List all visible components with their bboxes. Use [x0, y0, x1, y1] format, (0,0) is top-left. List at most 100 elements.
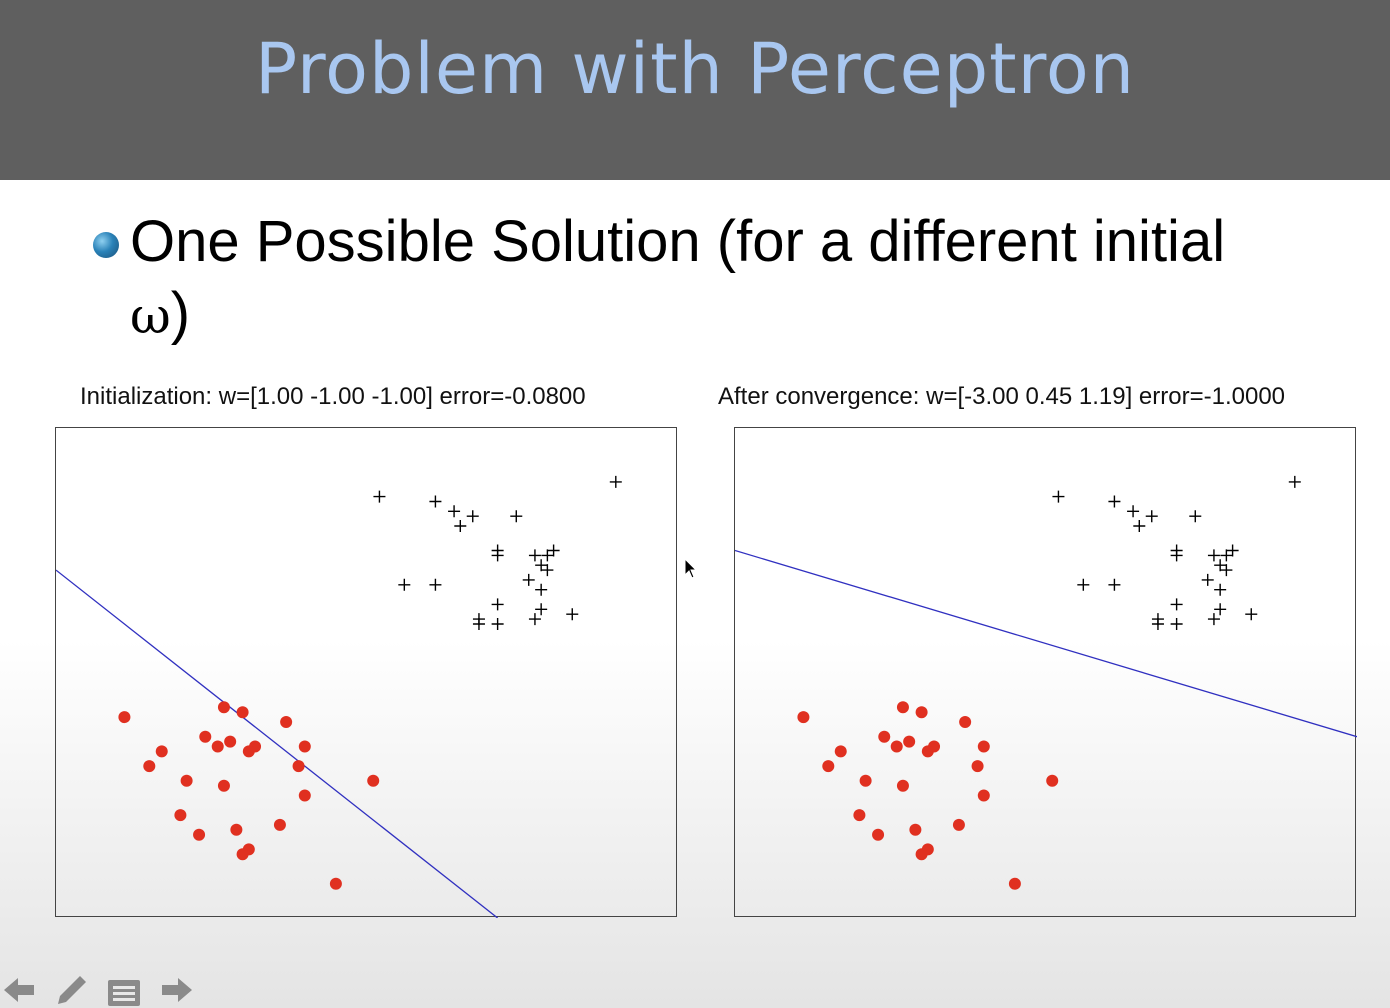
plus-point: [1214, 583, 1227, 596]
plus-point: [491, 549, 504, 562]
red-dot-point: [859, 774, 872, 787]
red-dot-point: [977, 740, 990, 753]
red-dot-point: [834, 745, 847, 758]
plus-point: [1288, 475, 1301, 488]
red-dot-point: [298, 740, 311, 753]
plus-point: [1214, 559, 1227, 572]
bullet-close-paren: ): [170, 281, 191, 346]
arrow-left-icon[interactable]: [0, 970, 40, 1008]
red-dot-point: [298, 789, 311, 802]
red-dot-point: [952, 818, 965, 831]
plus-point: [448, 505, 461, 518]
omega-symbol: ω: [130, 287, 171, 345]
red-dot-point: [236, 848, 249, 861]
plus-point: [1170, 598, 1183, 611]
plus-point: [535, 559, 548, 572]
plus-point: [491, 618, 504, 630]
bullet-line-1: One Possible Solution (for a different i…: [130, 209, 1226, 274]
red-dot-point: [822, 760, 835, 773]
red-dot-point: [193, 828, 206, 841]
red-dot-point: [180, 774, 193, 787]
plus-point: [1201, 573, 1214, 586]
red-dot-point: [155, 745, 168, 758]
plus-point: [1189, 510, 1202, 523]
bullet-text: One Possible Solution (for a different i…: [130, 206, 1360, 352]
plus-point: [510, 510, 523, 523]
plus-point: [1207, 613, 1220, 626]
plus-point: [609, 475, 622, 488]
red-dot-point: [236, 706, 249, 719]
plus-point: [1151, 618, 1164, 630]
red-dot-point: [224, 735, 237, 748]
red-dot-point: [242, 745, 255, 758]
menu-icon[interactable]: [104, 970, 144, 1008]
plus-point: [1052, 490, 1065, 503]
slideshow-toolbar: [0, 970, 200, 1008]
red-dot-point: [199, 730, 212, 743]
red-dot-point: [890, 740, 903, 753]
red-dot-point: [921, 745, 934, 758]
plus-point: [1170, 549, 1183, 562]
red-dot-point: [211, 740, 224, 753]
red-dot-point: [915, 848, 928, 861]
plus-point: [566, 608, 579, 621]
slide-title-bar: Problem with Perceptron: [0, 0, 1390, 180]
plus-point: [1226, 544, 1239, 557]
plus-point: [429, 578, 442, 591]
plus-point: [541, 564, 554, 577]
plus-point: [528, 613, 541, 626]
decision-boundary-line: [56, 569, 499, 918]
plus-point: [429, 495, 442, 508]
plus-point: [1170, 618, 1183, 630]
red-dot-point: [217, 701, 230, 714]
plus-point: [522, 573, 535, 586]
red-dot-point: [1008, 877, 1021, 890]
red-dot-point: [367, 774, 380, 787]
red-dot-point: [959, 716, 972, 728]
red-dot-point: [230, 823, 243, 836]
plot-title-after-convergence: After convergence: w=[-3.00 0.45 1.19] e…: [718, 383, 1286, 410]
plus-point: [1207, 549, 1220, 562]
plot-after-convergence-svg: [735, 475, 1357, 890]
slide-title: Problem with Perceptron: [254, 28, 1136, 110]
red-dot-point: [903, 735, 916, 748]
plus-point: [1245, 608, 1258, 621]
bullet-icon: [93, 232, 119, 258]
plus-point: [1220, 564, 1233, 577]
red-dot-point: [1046, 774, 1059, 787]
decision-boundary-line: [735, 549, 1357, 738]
plus-point: [528, 549, 541, 562]
plus-point: [535, 583, 548, 596]
plus-point: [1127, 505, 1140, 518]
plus-point: [1108, 495, 1121, 508]
pen-icon[interactable]: [50, 970, 90, 1008]
red-dot-point: [977, 789, 990, 802]
red-dot-point: [329, 877, 342, 890]
plus-point: [535, 603, 548, 616]
red-dot-point: [292, 760, 305, 773]
plus-point: [373, 490, 386, 503]
red-dot-point: [915, 706, 928, 719]
red-dot-point: [909, 823, 922, 836]
red-dot-point: [971, 760, 984, 773]
red-dot-point: [280, 716, 293, 728]
red-dot-point: [143, 760, 156, 773]
plot-title-initialization: Initialization: w=[1.00 -1.00 -1.00] err…: [80, 383, 586, 410]
red-dot-point: [273, 818, 286, 831]
plus-point: [1220, 549, 1233, 562]
arrow-right-icon[interactable]: [156, 970, 196, 1008]
red-dot-point: [878, 730, 891, 743]
red-dot-point: [853, 809, 866, 822]
plus-point: [541, 549, 554, 562]
red-dot-point: [872, 828, 885, 841]
plus-point: [1214, 603, 1227, 616]
plus-point: [1077, 578, 1090, 591]
plus-point: [398, 578, 411, 591]
red-dot-point: [896, 779, 909, 792]
red-dot-point: [174, 809, 187, 822]
red-dot-point: [896, 701, 909, 714]
plot-after-convergence: [734, 427, 1357, 917]
red-dot-point: [797, 711, 810, 724]
plot-initialization-svg: [56, 475, 622, 918]
plus-point: [454, 520, 467, 532]
